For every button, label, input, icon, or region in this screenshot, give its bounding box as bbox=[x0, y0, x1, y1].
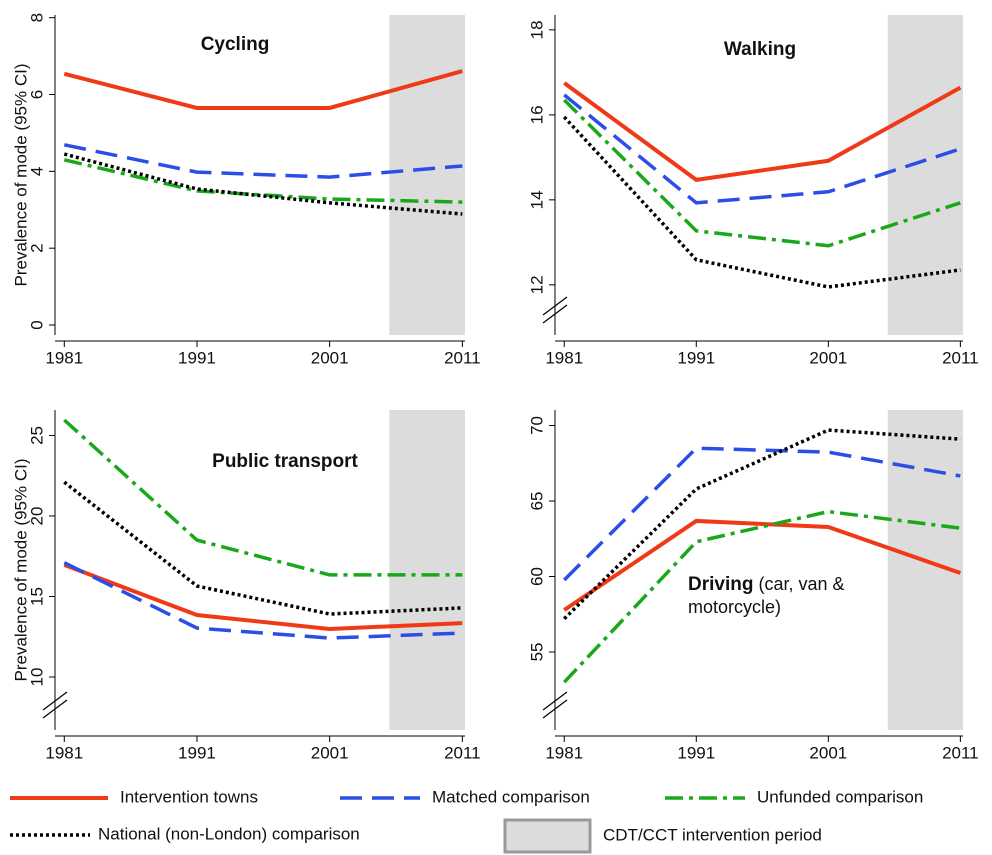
y-tick-label: 6 bbox=[27, 90, 46, 99]
series-line bbox=[563, 98, 961, 248]
y-tick-label: 8 bbox=[27, 13, 46, 22]
chart-title: Driving (car, van & motorcycle) bbox=[688, 573, 858, 618]
y-tick-label: 70 bbox=[527, 416, 546, 435]
y-tick-label: 2 bbox=[27, 243, 46, 252]
y-tick-label: 12 bbox=[527, 275, 546, 294]
series-line bbox=[63, 418, 463, 577]
intervention-period bbox=[389, 410, 465, 730]
series-line bbox=[63, 143, 463, 179]
y-tick-label: 18 bbox=[527, 20, 546, 39]
chart-title-note: (car, van & motorcycle) bbox=[688, 574, 845, 617]
series-line bbox=[63, 158, 463, 204]
chart-title: Walking bbox=[724, 39, 796, 60]
x-tick-label: 1991 bbox=[178, 348, 216, 367]
chart-title: Driving bbox=[688, 574, 754, 595]
legend-swatch bbox=[503, 818, 592, 854]
y-tick-label: 20 bbox=[27, 507, 46, 526]
y-tick-label: 15 bbox=[27, 587, 46, 606]
series-line bbox=[63, 152, 463, 216]
intervention-period bbox=[887, 15, 963, 335]
chart-title: Cycling bbox=[201, 34, 270, 55]
series-line bbox=[562, 115, 961, 289]
legend-label: CDT/CCT intervention period bbox=[603, 825, 822, 844]
y-tick-label: 4 bbox=[27, 167, 46, 176]
x-tick-label: 2001 bbox=[809, 348, 847, 367]
intervention-period bbox=[389, 15, 465, 335]
y-tick-label: 65 bbox=[527, 492, 546, 511]
axis-break bbox=[42, 691, 68, 711]
y-tick-label: 14 bbox=[527, 190, 546, 209]
x-tick-label: 2011 bbox=[942, 348, 979, 367]
chart-title-box: Driving (car, van & motorcycle) bbox=[688, 573, 858, 618]
series-line bbox=[563, 93, 961, 205]
x-tick-label: 1981 bbox=[45, 348, 83, 367]
series-line bbox=[563, 518, 962, 612]
x-tick-label: 2011 bbox=[942, 743, 979, 762]
axis-break bbox=[542, 304, 568, 324]
x-tick-label: 2001 bbox=[311, 743, 349, 762]
y-axis-label: Prevalence of mode (95% CI) bbox=[11, 64, 30, 287]
y-tick-label: 60 bbox=[527, 567, 546, 586]
x-tick-label: 1991 bbox=[178, 743, 216, 762]
axis-break bbox=[542, 691, 568, 711]
chart-title: Public transport bbox=[212, 451, 358, 472]
series-line bbox=[563, 428, 961, 621]
legend-label: Matched comparison bbox=[432, 787, 590, 806]
x-tick-label: 2001 bbox=[809, 743, 847, 762]
x-tick-label: 1991 bbox=[677, 743, 715, 762]
series-line bbox=[63, 563, 463, 632]
series-line bbox=[63, 480, 463, 616]
x-tick-label: 1981 bbox=[45, 743, 83, 762]
series-line bbox=[63, 69, 463, 110]
axis-break bbox=[542, 699, 568, 719]
x-tick-label: 1991 bbox=[677, 348, 715, 367]
series-line bbox=[563, 446, 961, 582]
y-tick-label: 55 bbox=[527, 643, 546, 662]
x-tick-label: 1981 bbox=[545, 348, 583, 367]
x-tick-label: 2011 bbox=[444, 348, 481, 367]
y-tick-label: 16 bbox=[527, 105, 546, 124]
x-tick-label: 2011 bbox=[444, 743, 481, 762]
axis-break bbox=[542, 296, 568, 316]
series-line bbox=[563, 81, 962, 182]
y-tick-label: 0 bbox=[27, 320, 46, 329]
y-axis-label: Prevalence of mode (95% CI) bbox=[11, 459, 30, 682]
legend-label: Unfunded comparison bbox=[757, 787, 923, 806]
x-tick-label: 2001 bbox=[311, 348, 349, 367]
y-tick-label: 25 bbox=[27, 426, 46, 445]
x-tick-label: 1981 bbox=[545, 743, 583, 762]
series-line bbox=[63, 561, 463, 640]
legend-label: National (non-London) comparison bbox=[98, 824, 360, 843]
legend-label: Intervention towns bbox=[120, 787, 258, 806]
axis-break bbox=[42, 699, 68, 719]
y-tick-label: 10 bbox=[27, 668, 46, 687]
